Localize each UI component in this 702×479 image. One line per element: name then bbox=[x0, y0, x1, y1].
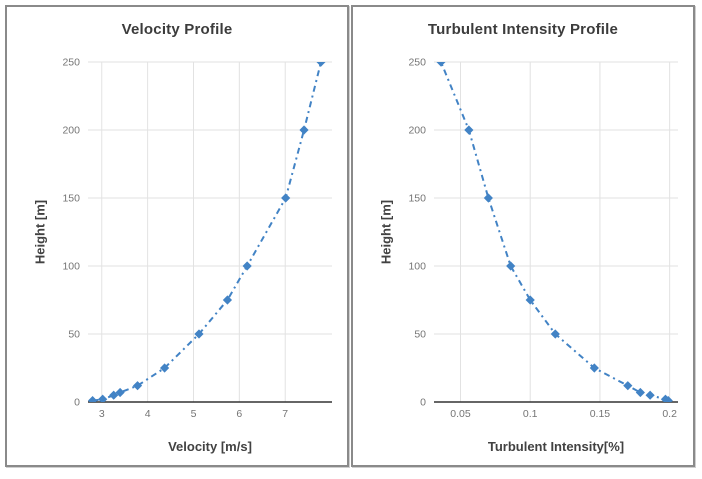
y-tick-label: 100 bbox=[62, 261, 80, 273]
x-tick-label: 0.15 bbox=[590, 408, 611, 420]
series-markers bbox=[436, 62, 673, 402]
y-tick-label: 50 bbox=[68, 329, 80, 341]
x-tick-labels: 3 4 5 6 7 bbox=[99, 408, 288, 420]
x-tick-label: 6 bbox=[236, 408, 242, 420]
y-tick-label: 50 bbox=[414, 329, 426, 341]
series-group bbox=[87, 62, 326, 402]
velocity-profile-plot-area: 0 50 100 150 200 250 3 4 5 6 7 bbox=[62, 57, 332, 420]
series-markers bbox=[87, 62, 326, 402]
velocity-profile-chart: Velocity Profile Height [m] 0 50 100 150 200… bbox=[5, 5, 349, 467]
data-point-marker bbox=[159, 363, 170, 373]
gridlines bbox=[88, 61, 332, 402]
data-point-marker bbox=[281, 193, 291, 203]
y-tick-label: 200 bbox=[62, 125, 80, 137]
velocity-chart-title: Velocity Profile bbox=[121, 21, 233, 38]
y-tick-label: 250 bbox=[62, 57, 80, 69]
data-point-marker bbox=[299, 125, 309, 135]
data-point-marker bbox=[98, 394, 108, 402]
x-tick-label: 0.2 bbox=[662, 408, 677, 420]
series-line bbox=[440, 62, 669, 402]
data-point-marker bbox=[436, 62, 446, 67]
y-tick-labels: 0 50 100 150 200 250 bbox=[408, 57, 426, 409]
data-point-marker bbox=[550, 329, 560, 339]
turbulence-chart-title: Turbulent Intensity Profile bbox=[427, 21, 619, 38]
gridlines bbox=[434, 61, 678, 402]
x-tick-labels: 0.05 0.1 0.15 0.2 bbox=[450, 408, 677, 420]
y-tick-label: 0 bbox=[420, 397, 426, 409]
x-tick-label: 7 bbox=[282, 408, 288, 420]
data-point-marker bbox=[316, 62, 326, 67]
data-point-marker bbox=[222, 295, 233, 305]
data-point-marker bbox=[483, 193, 493, 203]
data-point-marker bbox=[635, 387, 645, 398]
turbulent-intensity-plot-area: 0 50 100 150 200 250 0.05 0.1 0.15 0.2 bbox=[408, 57, 678, 420]
x-tick-label: 4 bbox=[145, 408, 151, 420]
y-tick-label: 0 bbox=[74, 397, 80, 409]
velocity-x-axis-title: Velocity [m/s] bbox=[168, 439, 252, 454]
data-point-marker bbox=[660, 394, 671, 402]
turbulent-intensity-profile-chart: Turbulent Intensity Profile Height [m] 0… bbox=[351, 5, 695, 467]
data-point-marker bbox=[242, 261, 252, 271]
series-line bbox=[92, 62, 322, 402]
y-tick-label: 250 bbox=[408, 57, 426, 69]
data-point-marker bbox=[87, 396, 98, 402]
y-tick-label: 200 bbox=[408, 125, 426, 137]
x-tick-label: 0.1 bbox=[523, 408, 538, 420]
data-point-marker bbox=[194, 329, 204, 339]
x-tick-label: 5 bbox=[191, 408, 197, 420]
y-tick-label: 150 bbox=[62, 193, 80, 205]
x-tick-label: 3 bbox=[99, 408, 105, 420]
data-point-marker bbox=[109, 390, 119, 400]
data-point-marker bbox=[645, 390, 655, 400]
data-point-marker bbox=[506, 261, 516, 271]
series-group bbox=[436, 62, 673, 402]
y-tick-label: 150 bbox=[408, 193, 426, 205]
turbulence-x-axis-title: Turbulent Intensity[%] bbox=[487, 439, 625, 454]
data-point-marker bbox=[464, 125, 474, 135]
data-point-marker bbox=[623, 381, 633, 391]
data-point-marker bbox=[115, 387, 125, 398]
data-point-marker bbox=[132, 381, 143, 391]
y-tick-labels: 0 50 100 150 200 250 bbox=[62, 57, 80, 409]
x-tick-label: 0.05 bbox=[450, 408, 471, 420]
y-tick-label: 100 bbox=[408, 261, 426, 273]
